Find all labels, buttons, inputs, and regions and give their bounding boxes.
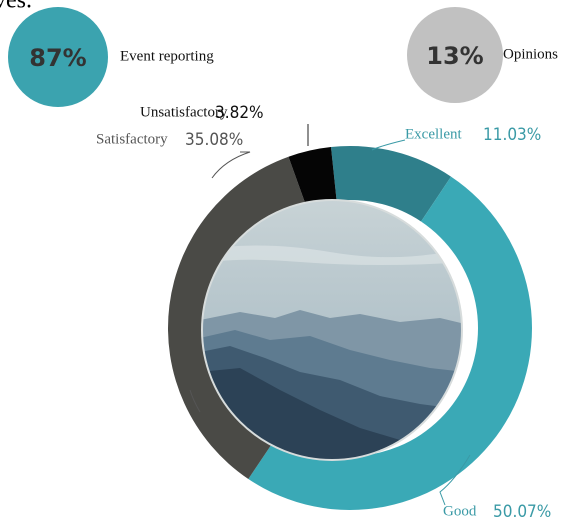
summary-value: 87% [29, 44, 86, 72]
slice-label: Satisfactory [96, 131, 168, 147]
donut-slice [168, 156, 307, 479]
leader-line [189, 389, 201, 413]
header-fragment: ves. [0, 0, 32, 14]
donut-slice [248, 176, 532, 510]
photo [202, 200, 462, 460]
leader-line [371, 139, 406, 151]
slice-value-label: 11.03% [483, 125, 541, 145]
donut-slice [330, 145, 452, 222]
summary-value: 13% [426, 42, 483, 70]
slice-label: Unsatisfactory [140, 104, 228, 120]
donut [168, 145, 532, 510]
summary-circle [8, 7, 108, 107]
slice-value-label: 35.08% [185, 130, 243, 150]
slice-value-label: 3.82% [215, 103, 264, 123]
labels: Excellent 11.03% Good 50.07% Satisfactory 35.… [96, 103, 551, 522]
summary-circle [407, 7, 503, 103]
slice-value-label: 50.07% [493, 502, 551, 522]
slice-label: Good [443, 503, 477, 519]
leader-line [439, 454, 471, 506]
summary-name: Opinions [503, 46, 558, 62]
leader-line [211, 151, 251, 179]
photo-ring [201, 199, 463, 461]
donut-slice [288, 146, 337, 208]
summary-name: Event reporting [120, 48, 214, 64]
slice-label: Excellent [405, 126, 462, 142]
summary: 87% Event reporting 13% Opinions [8, 7, 558, 107]
